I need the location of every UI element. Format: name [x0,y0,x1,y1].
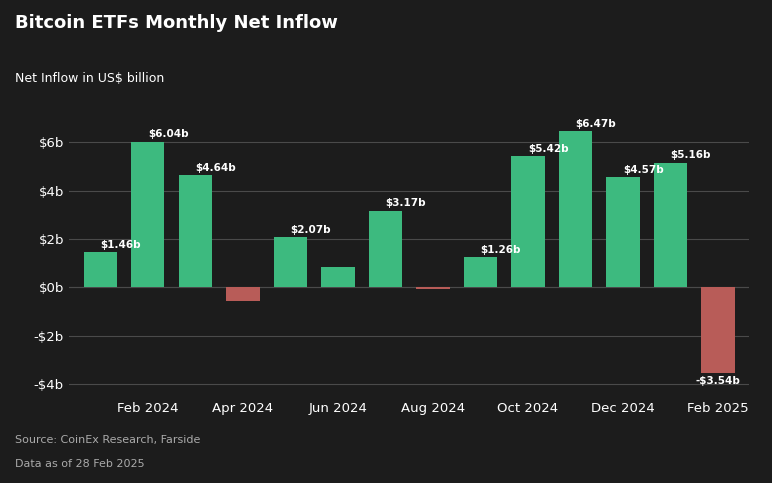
Bar [369,211,402,287]
Text: $6.04b: $6.04b [148,129,188,139]
Text: $2.07b: $2.07b [290,225,331,235]
Text: Bitcoin ETFs Monthly Net Inflow: Bitcoin ETFs Monthly Net Inflow [15,14,338,32]
Text: $1.26b: $1.26b [480,244,521,255]
Bar [179,175,212,287]
Text: Source: CoinEx Research, Farside: Source: CoinEx Research, Farside [15,435,201,445]
Bar [559,131,592,287]
Bar [321,267,354,287]
Text: $4.57b: $4.57b [623,165,664,175]
Bar [226,287,259,300]
Bar [654,163,687,287]
Bar [131,142,164,287]
Text: $5.16b: $5.16b [670,150,711,160]
Text: -$3.54b: -$3.54b [696,376,740,386]
Bar [701,287,735,373]
Bar [464,257,497,287]
Bar [416,287,449,289]
Text: $3.17b: $3.17b [385,199,426,208]
Text: $1.46b: $1.46b [100,240,141,250]
Bar [511,156,544,287]
Bar [274,237,307,287]
Bar [83,252,117,287]
Text: $4.64b: $4.64b [195,163,236,173]
Text: $5.42b: $5.42b [528,144,568,154]
Bar [606,177,639,287]
Text: $6.47b: $6.47b [575,119,616,129]
Text: Data as of 28 Feb 2025: Data as of 28 Feb 2025 [15,459,145,469]
Text: Net Inflow in US$ billion: Net Inflow in US$ billion [15,72,164,85]
